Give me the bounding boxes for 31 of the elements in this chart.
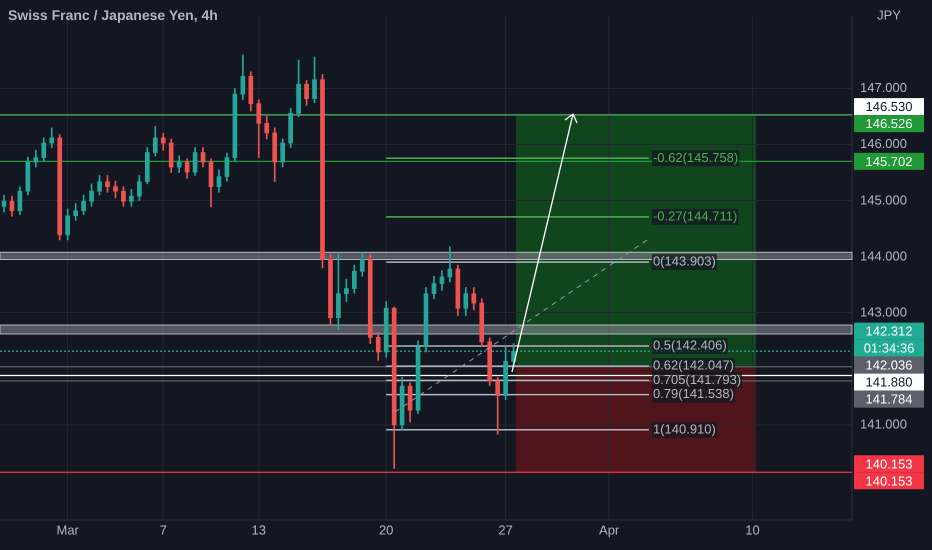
ref-line-label: 142.036 [866, 358, 912, 373]
y-tick-label: 143.000 [860, 304, 907, 320]
ref-line-label: 146.530 [866, 99, 912, 114]
series-label: 0.62(142.047) [652, 358, 734, 373]
series-label: 0.5(142.406) [652, 338, 727, 353]
ref-line-label: 141.784 [866, 392, 912, 407]
y-tick-label: 145.000 [860, 192, 907, 208]
ref-line-label: 141.880 [866, 374, 912, 390]
x-tick-label: 7 [160, 522, 167, 538]
series-label: -0.62(145.758) [652, 150, 738, 165]
ref-line-label: 145.702 [866, 154, 912, 169]
x-tick-label: 20 [378, 522, 394, 538]
x-tick-label: 27 [498, 522, 513, 538]
y-tick-label: 144.000 [860, 248, 907, 264]
y-tick-label: 147.000 [860, 80, 907, 96]
ref-line-label: 146.526 [866, 116, 912, 132]
x-tick-label: 13 [252, 522, 266, 538]
series-label: 0.705(141.793) [652, 372, 742, 387]
ref-line-label: 140.153 140.153 [866, 456, 912, 488]
x-tick-label: 10 [745, 522, 760, 538]
y-axis-title: JPY [877, 8, 902, 23]
y-tick-label: 141.000 [860, 416, 907, 432]
x-tick-label: Mar [56, 522, 80, 538]
series-label: 0(143.903) [652, 254, 716, 269]
series-label: 1(140.910) [652, 421, 716, 436]
ref-line-label: 142.312 01:34:36 [864, 324, 914, 356]
y-tick-label: 146.000 [860, 136, 907, 152]
x-tick-label: Apr [599, 522, 620, 538]
series-label: 0.79(141.538) [652, 386, 734, 402]
chart-title: Swiss Franc / Japanese Yen, 4h [8, 6, 218, 23]
series-label: -0.27(144.711) [652, 208, 738, 224]
